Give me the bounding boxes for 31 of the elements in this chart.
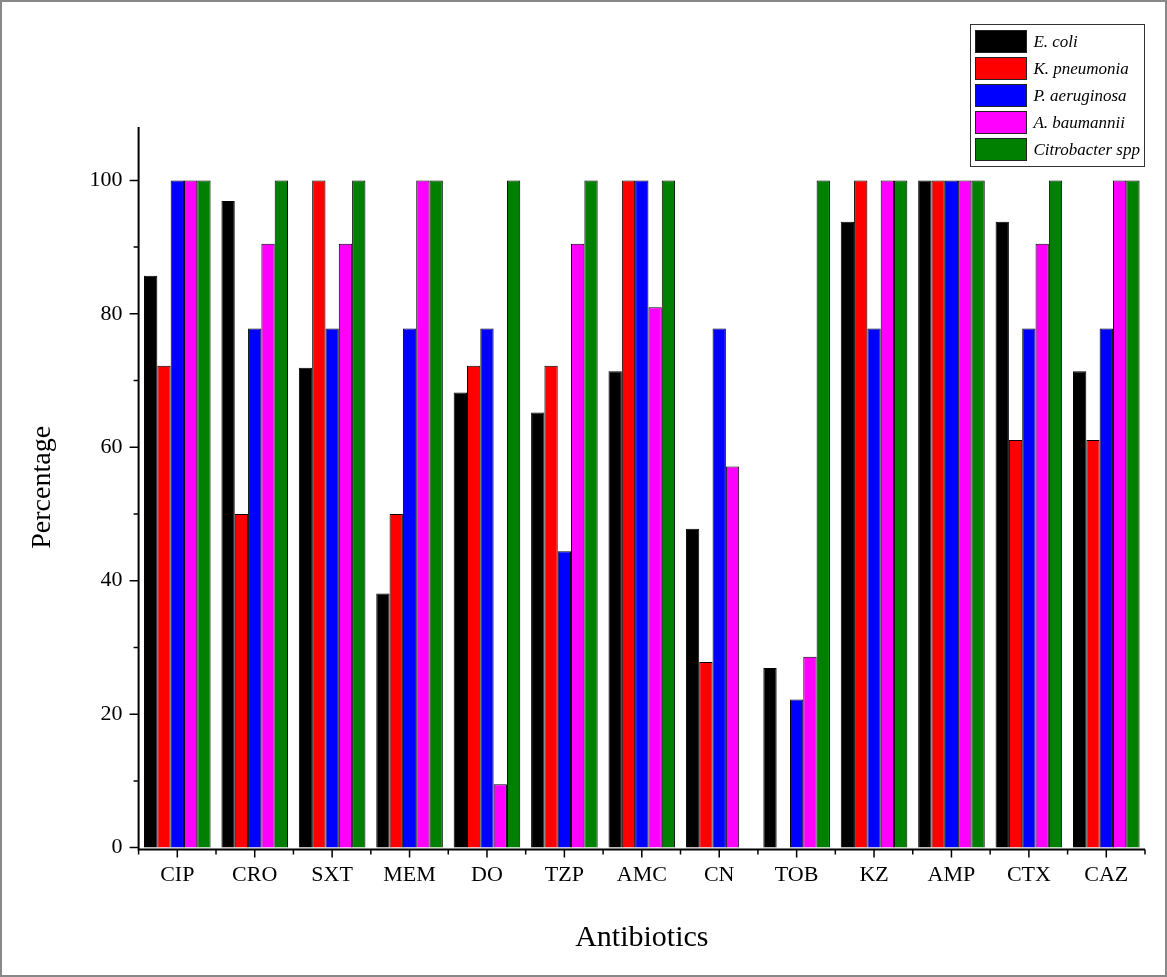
y-axis-title: Percentage [25,425,57,549]
x-tick-label: KZ [859,860,889,886]
bar [918,180,932,848]
bar [298,367,313,848]
y-tick-label: 100 [89,166,123,192]
legend-label: A. baumannii [1033,112,1126,133]
y-tick-label: 40 [100,566,123,592]
x-tick-label: SXT [311,860,354,886]
x-tick-label: TZP [544,860,584,886]
bar [840,221,855,848]
x-tick-label: CN [703,860,735,886]
y-tick-label: 80 [100,299,123,325]
x-tick-label: TOB [774,860,819,886]
x-tick-label: AMC [616,860,667,886]
x-tick-label: CRO [232,860,278,886]
x-tick-label: CTX [1006,860,1051,886]
bar [763,668,777,848]
bar [531,412,545,848]
x-tick-label: AMP [927,860,976,886]
x-tick-label: MEM [383,860,436,886]
legend-label: P. aeruginosa [1033,85,1127,106]
legend-label: K. pneumonia [1033,58,1129,79]
y-tick-label: 0 [111,833,123,859]
x-tick-label: CAZ [1084,860,1129,886]
x-tick-label: DO [471,860,503,886]
legend-label: Citrobacter spp [1033,139,1140,160]
legend-label: E. coli [1033,31,1078,52]
y-tick-label: 60 [100,433,123,459]
y-tick-label: 20 [100,699,123,725]
x-axis-title: Antibiotics [575,918,709,952]
x-tick-label: CIP [160,860,195,886]
